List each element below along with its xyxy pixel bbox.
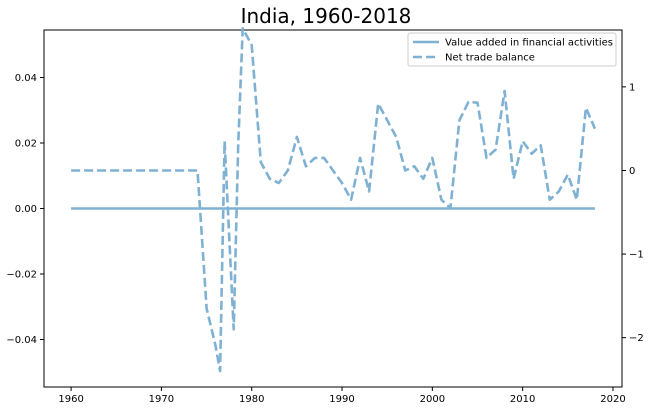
x-tick-label: 2010 (510, 394, 535, 405)
legend: Value added in financial activities Net t… (407, 32, 617, 67)
legend-box (407, 32, 617, 67)
left-y-tick-label: 0.02 (15, 138, 37, 149)
chart-title: India, 1960-2018 (241, 4, 412, 28)
right-y-tick-label: −2 (629, 333, 644, 344)
left-y-tick-label: 0.00 (15, 204, 37, 215)
x-tick-label: 1990 (329, 394, 354, 405)
x-tick-label: 1980 (239, 394, 264, 405)
x-tick-label: 1960 (58, 394, 83, 405)
x-tick-label: 2020 (600, 394, 625, 405)
right-y-tick-label: −1 (629, 250, 644, 261)
x-tick-label: 2000 (420, 394, 445, 405)
left-y-tick-label: −0.04 (6, 335, 37, 346)
left-y-tick-label: 0.04 (15, 73, 37, 84)
legend-label: Value added in financial activities (445, 38, 613, 49)
right-y-tick-label: 1 (629, 82, 635, 93)
x-tick-label: 1970 (149, 394, 174, 405)
series-line-net-trade-balance (71, 26, 597, 373)
axes: 1960 1970 1980 1990 2000 2010 2020 −0.04 −0.02 0.… (6, 73, 643, 405)
data-marks (71, 26, 597, 373)
legend-label: Net trade balance (445, 53, 535, 64)
right-y-tick-label: 0 (629, 166, 635, 177)
left-y-tick-label: −0.02 (6, 270, 37, 281)
